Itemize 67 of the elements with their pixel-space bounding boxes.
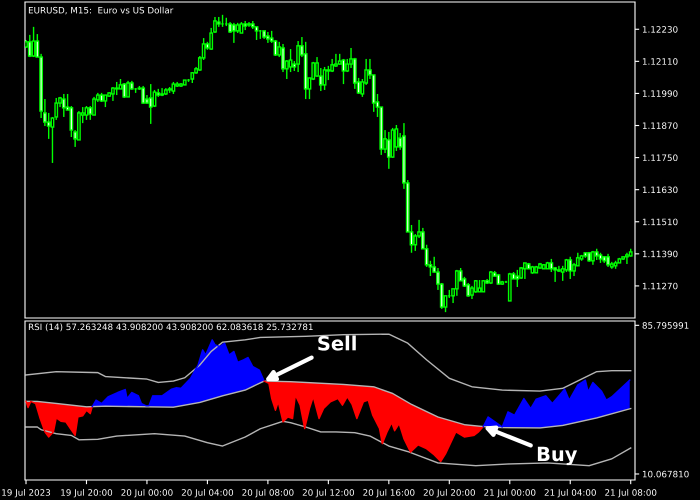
candlestick [625,252,629,265]
chart-title: RSI (14) 57.263248 43.908200 43.908200 62.083618 25.732781 [28,323,313,332]
y-tick-label: 1.11270 [642,282,678,290]
candlestick [454,269,459,297]
y-tick-label: 1.12110 [642,58,678,65]
y-tick-label: 1.11870 [642,122,678,129]
candlestick [478,279,482,292]
candlestick [232,22,236,44]
x-tick-label: 20 Jul 12:00 [302,489,354,498]
candlestick [141,85,146,105]
candlestick [266,31,270,44]
candlestick [488,270,493,285]
annotation: Buy [538,446,578,466]
candlestick [92,96,96,116]
candlestick [32,26,36,58]
candlestick [148,83,153,125]
candlestick [122,82,126,99]
x-tick-label: 19 Jul 2023 [2,489,50,498]
x-tick-label: 21 Jul 04:00 [544,489,596,498]
candlestick [606,253,610,268]
candlestick [111,86,115,102]
candlestick [243,20,248,31]
line-series [25,420,632,466]
candlestick [515,269,520,288]
candlestick [190,71,194,84]
candlestick [240,21,244,34]
candlestick [172,81,176,95]
candlestick [591,250,595,266]
y-tick-label: 1.11630 [642,186,678,194]
candlestick [322,66,326,91]
candlestick [496,273,500,286]
x-tick-label: 20 Jul 08:00 [242,489,294,498]
candlestick [114,81,119,96]
candlestick [386,131,391,170]
candlestick [84,105,88,121]
x-tick-label: 20 Jul 00:00 [121,489,173,498]
candlestick [522,262,527,280]
y-tick-label: 10.067810 [642,470,689,478]
candlestick [334,53,338,68]
y-tick-label: 1.11510 [642,218,678,226]
candlestick [342,58,346,85]
y-tick-label: 1.11750 [642,154,678,162]
candlestick [598,252,602,264]
line-series [25,333,632,392]
x-tick-label: 21 Jul 00:00 [484,489,536,498]
line-series [25,380,632,429]
y-tick-label: 1.11390 [642,250,678,258]
candlestick [103,94,108,108]
chart-title: EURUSD, M15: Euro vs US Dollar [28,6,174,14]
candlestick [296,40,300,73]
candlestick [62,93,66,118]
y-tick-label: 85.795991 [642,322,688,329]
y-tick-label: 1.11990 [642,90,678,97]
candlestick [126,80,130,98]
annotation: Sell [318,336,356,351]
y-tick-label: 1.12230 [642,26,678,33]
x-tick-label: 20 Jul 04:00 [182,489,234,498]
candlestick [100,92,104,103]
candlestick [236,22,240,34]
candlestick [28,34,32,58]
x-tick-label: 20 Jul 20:00 [424,489,475,498]
candlestick [594,248,599,261]
candlestick [481,279,486,292]
candlestick [568,256,572,280]
x-tick-label: 21 Jul 08:00 [605,489,656,498]
x-tick-label: 20 Jul 16:00 [363,489,414,498]
x-tick-label: 19 Jul 20:00 [61,489,112,498]
